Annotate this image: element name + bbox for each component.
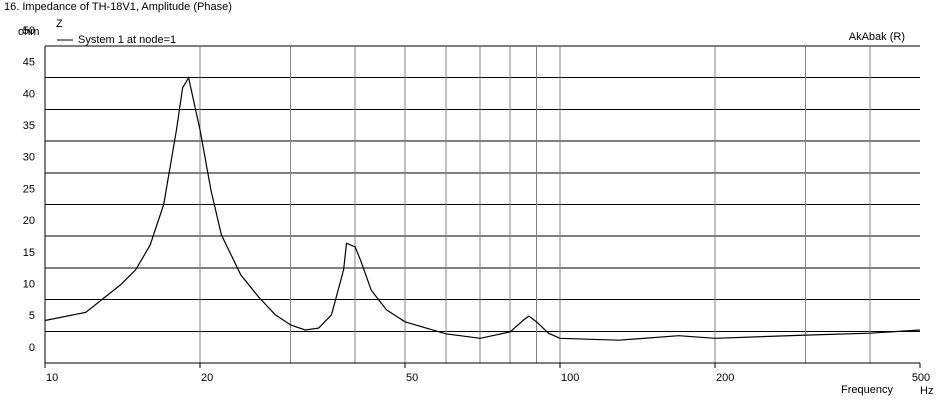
y-tick-label: 35 [23, 120, 35, 132]
x-tick-label: 200 [716, 372, 734, 384]
x-tick-label: 100 [561, 372, 579, 384]
x-unit: Hz [920, 385, 933, 397]
x-tick-label: 20 [201, 372, 213, 384]
y-tick-label: 20 [23, 215, 35, 227]
watermark: AkAbak (R) [849, 31, 905, 43]
y-axis-title: Z [56, 18, 63, 30]
legend-label: System 1 at node=1 [78, 34, 176, 46]
y-unit: ohm [18, 26, 39, 38]
y-tick-label: 5 [29, 310, 35, 322]
line-series [44, 76, 921, 341]
x-axis-title: Frequency [841, 384, 893, 396]
y-tick-label: 10 [23, 279, 35, 291]
x-tick-label: 50 [406, 372, 418, 384]
y-tick-label: 0 [29, 342, 35, 354]
x-tick-label: 10 [46, 372, 58, 384]
chart-title: 16. Impedance of TH-18V1, Amplitude (Pha… [4, 1, 232, 13]
y-tick-label: 40 [23, 88, 35, 100]
y-tick-label: 25 [23, 183, 35, 195]
x-tick-label: 500 [912, 372, 930, 384]
y-tick-label: 45 [23, 57, 35, 69]
y-tick-label: 50 [23, 25, 35, 37]
y-tick-label: 30 [23, 152, 35, 164]
y-tick-label: 15 [23, 247, 35, 259]
